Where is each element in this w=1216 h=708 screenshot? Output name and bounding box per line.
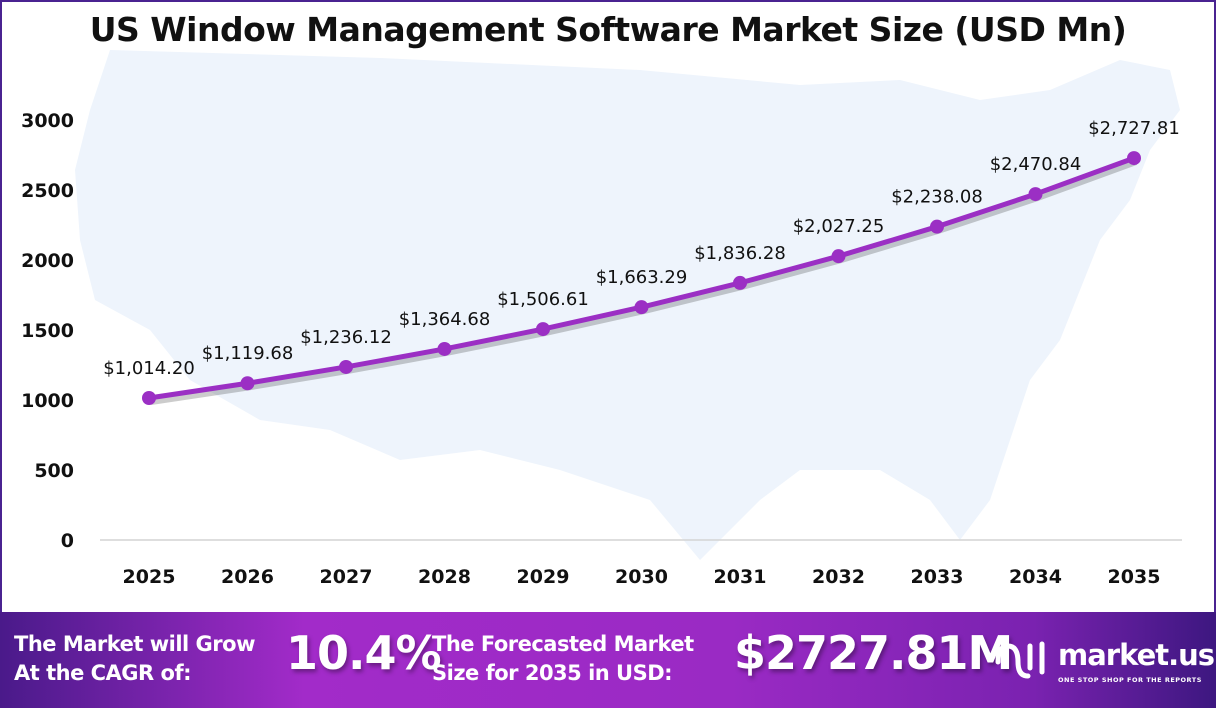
data-label: $2,727.81: [1088, 118, 1180, 139]
brand-name: market.us: [1058, 638, 1215, 672]
y-tick-label: 1500: [21, 320, 74, 342]
data-point: [536, 322, 550, 337]
y-tick-label: 1000: [21, 390, 74, 412]
data-point: [930, 219, 944, 234]
forecast-value: $2727.81M: [734, 626, 1013, 680]
data-point: [437, 341, 452, 356]
x-tick-label: 2029: [517, 566, 570, 588]
x-tick-label: 2035: [1108, 566, 1161, 588]
data-label: $1,364.68: [399, 309, 491, 330]
data-label: $1,663.29: [596, 267, 688, 288]
footer-banner: The Market will Grow At the CAGR of: 10.…: [0, 612, 1216, 708]
x-tick-label: 2025: [123, 566, 176, 588]
data-point: [831, 249, 846, 264]
us-map-background: [75, 50, 1180, 560]
x-tick-label: 2027: [320, 566, 373, 588]
data-label: $2,238.08: [891, 187, 983, 208]
data-point: [733, 275, 747, 290]
data-point: [339, 359, 353, 374]
data-label: $2,027.25: [793, 216, 885, 237]
data-label: $1,014.20: [103, 358, 195, 379]
y-tick-label: 500: [34, 460, 74, 482]
cagr-label: The Market will Grow At the CAGR of:: [14, 630, 255, 688]
cagr-value: 10.4%: [286, 626, 442, 680]
x-tick-label: 2028: [418, 566, 471, 588]
y-tick-label: 2000: [21, 250, 74, 272]
cagr-label-line2: At the CAGR of:: [14, 661, 191, 685]
market-us-logo-icon: [995, 641, 1045, 679]
x-tick-label: 2033: [911, 566, 964, 588]
data-label: $1,836.28: [694, 243, 786, 264]
data-point: [142, 391, 156, 406]
line-chart: 0 500 1000 1500 2000 2500 3000 2025 2026 2027 2028…: [21, 50, 1182, 588]
data-label: $1,236.12: [300, 327, 392, 348]
x-tick-label: 2034: [1009, 566, 1062, 588]
data-point: [1028, 187, 1043, 202]
y-tick-label: 0: [61, 530, 74, 552]
x-tick-label: 2031: [714, 566, 767, 588]
forecast-label-line2: Size for 2035 in USD:: [432, 661, 673, 685]
data-point: [240, 376, 255, 391]
y-tick-label: 3000: [21, 110, 74, 132]
brand-tagline: ONE STOP SHOP FOR THE REPORTS: [1058, 676, 1202, 684]
data-point: [1127, 151, 1141, 166]
data-label: $1,119.68: [202, 343, 294, 364]
chart-title: US Window Management Software Market Siz…: [89, 10, 1127, 49]
forecast-label: The Forecasted Market Size for 2035 in U…: [432, 630, 694, 688]
y-tick-label: 2500: [21, 180, 74, 202]
x-tick-label: 2032: [812, 566, 865, 588]
data-label: $2,470.84: [990, 154, 1082, 175]
data-point: [634, 300, 649, 315]
forecast-label-line1: The Forecasted Market: [432, 632, 694, 656]
x-tick-label: 2026: [221, 566, 274, 588]
cagr-label-line1: The Market will Grow: [14, 632, 255, 656]
x-tick-label: 2030: [615, 566, 668, 588]
data-label: $1,506.61: [497, 289, 589, 310]
